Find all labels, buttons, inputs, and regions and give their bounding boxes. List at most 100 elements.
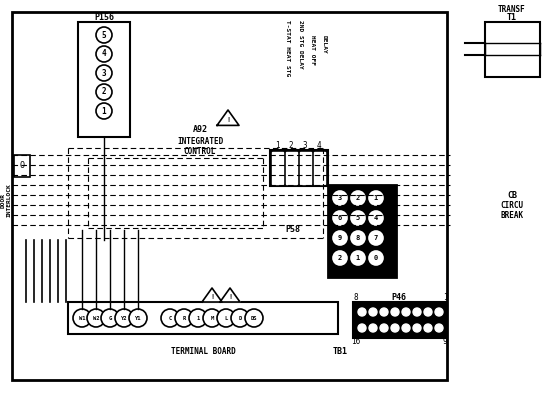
Circle shape xyxy=(175,309,193,327)
Text: 1: 1 xyxy=(196,316,199,320)
Text: T1: T1 xyxy=(507,13,517,23)
Text: 2ND STG DELAY: 2ND STG DELAY xyxy=(298,20,303,69)
Text: W2: W2 xyxy=(93,316,99,320)
Circle shape xyxy=(351,251,365,265)
Text: A92: A92 xyxy=(192,126,208,135)
Circle shape xyxy=(87,309,105,327)
Text: DS: DS xyxy=(251,316,257,320)
Circle shape xyxy=(391,324,399,332)
Polygon shape xyxy=(220,288,240,302)
Circle shape xyxy=(402,308,410,316)
Bar xyxy=(68,302,338,334)
Text: 4: 4 xyxy=(102,49,106,58)
Text: HEAT OFF: HEAT OFF xyxy=(310,35,315,65)
Polygon shape xyxy=(202,288,222,302)
Text: T-STAT HEAT STG: T-STAT HEAT STG xyxy=(285,20,290,76)
Text: 2: 2 xyxy=(102,88,106,96)
Text: DELAY: DELAY xyxy=(322,35,327,54)
Text: D: D xyxy=(238,316,242,320)
Circle shape xyxy=(217,309,235,327)
Circle shape xyxy=(351,191,365,205)
Text: 2: 2 xyxy=(338,255,342,261)
Circle shape xyxy=(115,309,133,327)
Text: 2: 2 xyxy=(289,141,293,149)
Text: W1: W1 xyxy=(79,316,85,320)
Text: 4: 4 xyxy=(374,215,378,221)
Circle shape xyxy=(231,309,249,327)
Text: R: R xyxy=(182,316,186,320)
Text: 1: 1 xyxy=(374,195,378,201)
Circle shape xyxy=(369,211,383,225)
Circle shape xyxy=(351,211,365,225)
Text: 1: 1 xyxy=(275,141,279,149)
Text: 9: 9 xyxy=(443,337,447,346)
Text: 1: 1 xyxy=(102,107,106,115)
Bar xyxy=(78,22,130,137)
Circle shape xyxy=(101,309,119,327)
Text: 8: 8 xyxy=(356,235,360,241)
Circle shape xyxy=(413,308,421,316)
Circle shape xyxy=(369,191,383,205)
Circle shape xyxy=(358,324,366,332)
Text: CONTROL: CONTROL xyxy=(184,147,216,156)
Text: P156: P156 xyxy=(94,13,114,23)
Circle shape xyxy=(424,308,432,316)
Circle shape xyxy=(333,191,347,205)
Bar xyxy=(270,150,328,186)
Text: DOOR
INTERLOCK: DOOR INTERLOCK xyxy=(1,183,12,217)
Bar xyxy=(14,155,30,177)
Circle shape xyxy=(129,309,147,327)
Circle shape xyxy=(203,309,221,327)
Circle shape xyxy=(333,231,347,245)
Text: TRANSF: TRANSF xyxy=(498,6,526,15)
Circle shape xyxy=(245,309,263,327)
Circle shape xyxy=(73,309,91,327)
Circle shape xyxy=(96,27,112,43)
Text: 6: 6 xyxy=(338,215,342,221)
Bar xyxy=(272,152,283,184)
Text: BREAK: BREAK xyxy=(500,211,524,220)
Circle shape xyxy=(96,103,112,119)
Text: G: G xyxy=(109,316,111,320)
Circle shape xyxy=(435,308,443,316)
Text: CIRCU: CIRCU xyxy=(500,201,524,211)
Text: INTEGRATED: INTEGRATED xyxy=(177,137,223,145)
Text: L: L xyxy=(224,316,228,320)
Text: 9: 9 xyxy=(338,235,342,241)
Text: 5: 5 xyxy=(102,30,106,40)
Bar xyxy=(485,22,540,77)
Text: 2: 2 xyxy=(356,195,360,201)
Circle shape xyxy=(369,231,383,245)
Circle shape xyxy=(189,309,207,327)
Text: Y2: Y2 xyxy=(121,316,127,320)
Text: CB: CB xyxy=(507,190,517,199)
Circle shape xyxy=(369,324,377,332)
Text: !: ! xyxy=(210,294,214,300)
Text: C: C xyxy=(168,316,172,320)
Text: 0: 0 xyxy=(374,255,378,261)
Text: 3: 3 xyxy=(338,195,342,201)
Bar xyxy=(12,12,447,380)
Bar xyxy=(286,152,297,184)
Circle shape xyxy=(96,84,112,100)
Circle shape xyxy=(435,324,443,332)
Text: 3: 3 xyxy=(102,68,106,77)
Text: 1: 1 xyxy=(356,255,360,261)
Circle shape xyxy=(96,65,112,81)
Circle shape xyxy=(369,251,383,265)
Text: 16: 16 xyxy=(351,337,361,346)
Circle shape xyxy=(380,308,388,316)
Text: 7: 7 xyxy=(374,235,378,241)
Bar xyxy=(314,152,325,184)
Circle shape xyxy=(424,324,432,332)
Text: P46: P46 xyxy=(392,293,407,301)
Text: 4: 4 xyxy=(317,141,321,149)
Circle shape xyxy=(351,231,365,245)
Text: 5: 5 xyxy=(356,215,360,221)
Bar xyxy=(328,185,396,277)
Circle shape xyxy=(96,46,112,62)
Text: !: ! xyxy=(226,117,230,123)
Circle shape xyxy=(391,308,399,316)
Circle shape xyxy=(161,309,179,327)
Circle shape xyxy=(358,308,366,316)
